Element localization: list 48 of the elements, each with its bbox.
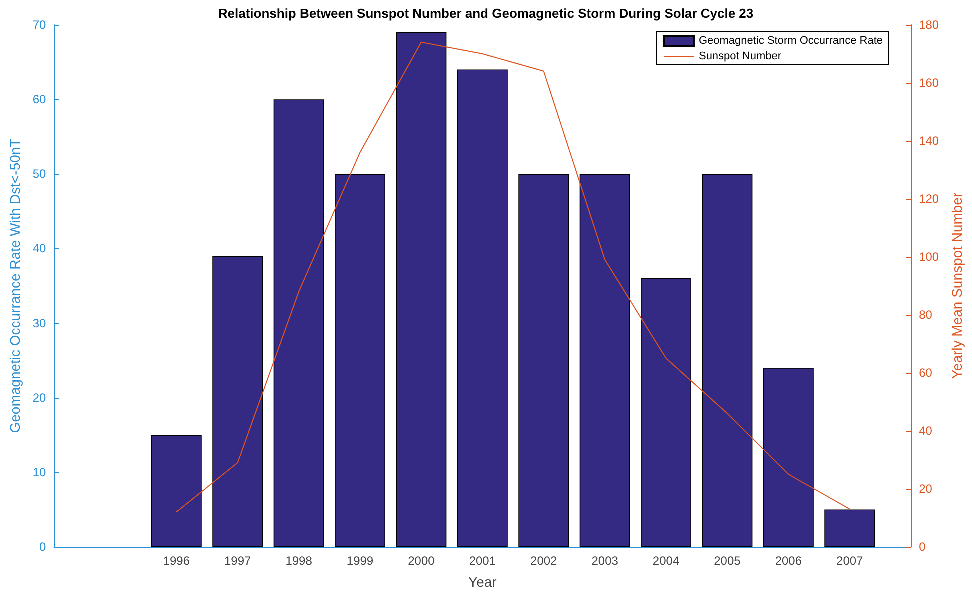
bar [763, 368, 814, 547]
bar [580, 174, 630, 547]
y-tick-label: 60 [32, 92, 47, 107]
y2-tick-label: 160 [919, 76, 940, 90]
legend-label: Geomagnetic Storm Occurrance Rate [698, 35, 884, 47]
y2-tick-label: 20 [919, 482, 933, 496]
x-tick-label: 2007 [836, 554, 864, 568]
x-tick-label: 2002 [530, 554, 558, 568]
y2-axis-title: Yearly Mean Sunspot Number [949, 192, 965, 380]
x-tick-label: 2003 [592, 554, 619, 568]
y-tick-label: 20 [32, 390, 47, 405]
legend-label: Sunspot Number [698, 50, 782, 62]
y2-tick-label: 60 [919, 366, 933, 380]
bar [641, 278, 692, 547]
x-tick-label: 1996 [163, 554, 190, 568]
y2-tick-label: 80 [919, 308, 933, 322]
x-tick-label: 2006 [775, 554, 802, 568]
y2-tick-label: 120 [919, 192, 940, 206]
bar [335, 174, 386, 547]
bar [396, 32, 447, 547]
bar [274, 100, 324, 547]
y2-tick-label: 100 [919, 250, 940, 264]
x-tick-label: 2001 [469, 554, 496, 568]
y-tick-label: 10 [32, 465, 47, 480]
y-tick-label: 0 [40, 540, 47, 554]
x-tick-label: 2005 [714, 554, 742, 568]
bar [457, 70, 508, 547]
x-tick-label: 1998 [286, 554, 313, 568]
y2-tick-label: 0 [919, 540, 926, 554]
y-tick-label: 50 [32, 167, 47, 182]
y2-tick-label: 180 [919, 18, 940, 32]
x-axis-title: Year [468, 574, 498, 590]
bar [212, 256, 264, 547]
bar [151, 435, 202, 547]
y-tick-label: 70 [32, 18, 47, 32]
x-tick-label: 2004 [652, 554, 680, 568]
y-tick-label: 40 [32, 242, 47, 256]
x-tick-label: 1999 [346, 554, 374, 568]
y-axis-title: Geomagnetic Occurrance Rate With Dst<-50nT [7, 138, 23, 434]
x-tick-label: 1997 [224, 554, 252, 568]
bar [824, 510, 876, 547]
x-tick-label: 2000 [408, 554, 436, 568]
y2-tick-label: 40 [919, 424, 933, 438]
chart-title: Relationship Between Sunspot Number and Geomagnetic Storm During Solar Cycle 23 [218, 6, 754, 21]
y2-tick-label: 140 [919, 134, 940, 148]
bar [518, 174, 570, 547]
bar [702, 174, 753, 547]
y-tick-label: 30 [32, 316, 47, 330]
